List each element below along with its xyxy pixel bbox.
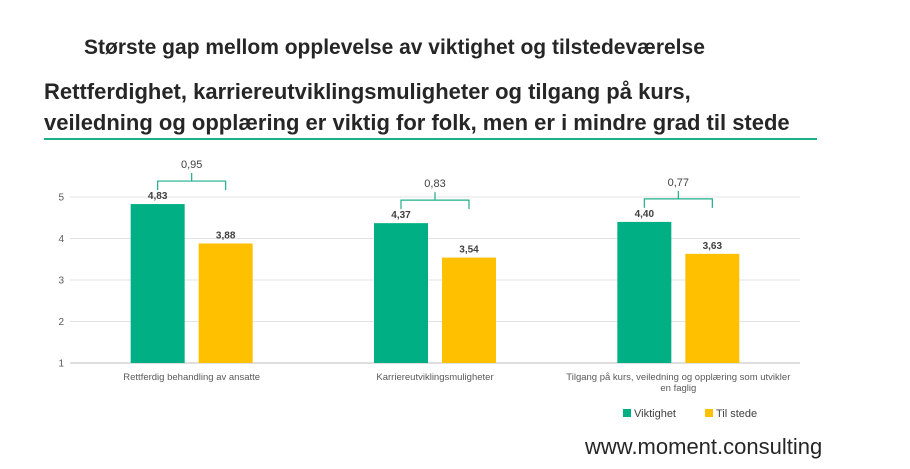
- legend-swatch-til-stede: [705, 409, 713, 417]
- data-label: 3,54: [459, 245, 479, 256]
- category-label: en faglig: [660, 383, 696, 394]
- data-label: 4,37: [391, 210, 411, 221]
- legend-label: Til stede: [716, 408, 757, 420]
- y-tick-label: 1: [58, 359, 64, 370]
- gap-bracket: [400, 192, 470, 210]
- page-subtitle: Rettferdighet, karriereutviklingsmulighe…: [44, 76, 884, 138]
- gap-label: 0,77: [668, 177, 689, 189]
- data-label: 3,63: [703, 241, 723, 252]
- subtitle-line-2: veiledning og opplæring er viktig for fo…: [44, 110, 790, 135]
- data-label: 3,88: [216, 230, 236, 241]
- gap-label: 0,95: [181, 159, 202, 171]
- legend-swatch-viktighet: [623, 409, 631, 417]
- y-tick-label: 3: [58, 276, 64, 287]
- bar-viktighet: [374, 223, 428, 363]
- category-label: Tilgang på kurs, veiledning og opplæring…: [566, 372, 790, 383]
- bar-til-stede: [685, 253, 740, 363]
- category-label: Karriereutviklingsmuligheter: [376, 372, 493, 383]
- gap-bracket: [643, 190, 713, 208]
- bar-til-stede: [442, 257, 496, 363]
- data-label: 4,83: [148, 191, 168, 202]
- page-title: Største gap mellom opplevelse av viktigh…: [84, 36, 705, 59]
- gap-label: 0,83: [424, 178, 445, 190]
- bar-viktighet: [130, 204, 185, 363]
- y-tick-label: 4: [58, 234, 64, 245]
- gap-bracket: [157, 173, 227, 191]
- footer-url: www.moment.consulting: [585, 434, 823, 459]
- bar-viktighet: [617, 221, 672, 363]
- legend-label: Viktighet: [634, 408, 676, 420]
- data-label: 4,40: [635, 209, 655, 220]
- y-tick-label: 2: [58, 317, 64, 328]
- subtitle-line-1: Rettferdighet, karriereutviklingsmulighe…: [44, 79, 691, 104]
- bar-til-stede: [198, 243, 253, 363]
- subtitle-underline: [44, 138, 817, 140]
- y-tick-label: 5: [58, 193, 64, 204]
- category-label: Rettferdig behandling av ansatte: [123, 372, 260, 383]
